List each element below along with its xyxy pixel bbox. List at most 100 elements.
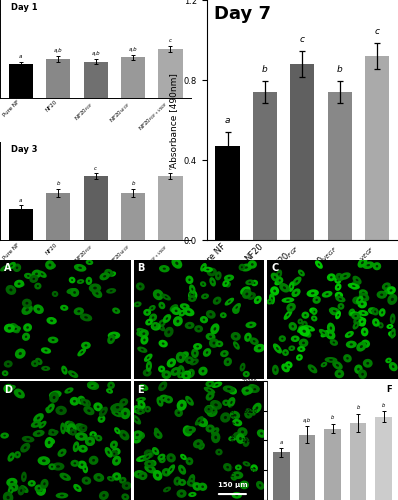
Ellipse shape bbox=[246, 390, 249, 392]
Ellipse shape bbox=[237, 434, 240, 436]
Ellipse shape bbox=[209, 277, 216, 286]
Ellipse shape bbox=[14, 451, 21, 458]
Ellipse shape bbox=[52, 462, 64, 470]
Ellipse shape bbox=[190, 372, 192, 374]
Ellipse shape bbox=[355, 324, 357, 326]
Ellipse shape bbox=[6, 385, 16, 390]
Ellipse shape bbox=[88, 436, 95, 442]
Ellipse shape bbox=[87, 410, 91, 412]
Ellipse shape bbox=[15, 388, 25, 398]
Ellipse shape bbox=[185, 396, 194, 406]
Ellipse shape bbox=[197, 417, 208, 427]
Ellipse shape bbox=[206, 268, 209, 270]
Ellipse shape bbox=[136, 408, 145, 414]
Ellipse shape bbox=[351, 281, 360, 290]
Ellipse shape bbox=[23, 488, 25, 490]
Ellipse shape bbox=[107, 272, 110, 274]
Ellipse shape bbox=[295, 280, 298, 282]
Ellipse shape bbox=[174, 476, 181, 486]
Ellipse shape bbox=[90, 431, 97, 438]
Ellipse shape bbox=[146, 408, 149, 410]
Ellipse shape bbox=[311, 308, 318, 315]
Ellipse shape bbox=[208, 408, 211, 411]
Ellipse shape bbox=[245, 440, 247, 444]
Ellipse shape bbox=[156, 396, 164, 406]
Text: a,b: a,b bbox=[54, 48, 62, 53]
Ellipse shape bbox=[115, 450, 118, 452]
Ellipse shape bbox=[188, 492, 197, 497]
Ellipse shape bbox=[147, 452, 150, 455]
Ellipse shape bbox=[180, 454, 187, 460]
Ellipse shape bbox=[209, 428, 211, 430]
Ellipse shape bbox=[356, 279, 359, 281]
Ellipse shape bbox=[366, 362, 369, 364]
Ellipse shape bbox=[33, 278, 35, 280]
Ellipse shape bbox=[98, 415, 105, 423]
Ellipse shape bbox=[47, 438, 55, 444]
Ellipse shape bbox=[392, 332, 394, 335]
Ellipse shape bbox=[279, 283, 290, 292]
Ellipse shape bbox=[107, 476, 115, 482]
Ellipse shape bbox=[338, 294, 340, 296]
Ellipse shape bbox=[224, 298, 234, 306]
Ellipse shape bbox=[107, 450, 110, 454]
Ellipse shape bbox=[386, 286, 396, 294]
Ellipse shape bbox=[228, 397, 235, 407]
Ellipse shape bbox=[330, 308, 337, 316]
Ellipse shape bbox=[248, 260, 257, 268]
Ellipse shape bbox=[356, 342, 367, 351]
Ellipse shape bbox=[72, 373, 75, 376]
Ellipse shape bbox=[226, 360, 229, 363]
Ellipse shape bbox=[385, 358, 392, 364]
Ellipse shape bbox=[392, 317, 394, 320]
Ellipse shape bbox=[335, 292, 343, 299]
Ellipse shape bbox=[291, 348, 293, 349]
Ellipse shape bbox=[86, 260, 93, 265]
Ellipse shape bbox=[108, 332, 120, 340]
Ellipse shape bbox=[158, 320, 166, 327]
Ellipse shape bbox=[387, 294, 398, 305]
Ellipse shape bbox=[287, 314, 289, 316]
Ellipse shape bbox=[15, 348, 25, 359]
Ellipse shape bbox=[242, 388, 249, 396]
Ellipse shape bbox=[160, 368, 163, 370]
Ellipse shape bbox=[294, 338, 297, 340]
Ellipse shape bbox=[218, 343, 220, 345]
Ellipse shape bbox=[141, 349, 144, 350]
Ellipse shape bbox=[45, 437, 54, 448]
Ellipse shape bbox=[151, 322, 161, 330]
Ellipse shape bbox=[48, 336, 59, 344]
Ellipse shape bbox=[162, 342, 164, 345]
Ellipse shape bbox=[95, 473, 103, 481]
Ellipse shape bbox=[112, 472, 121, 480]
Ellipse shape bbox=[88, 383, 97, 388]
Ellipse shape bbox=[76, 486, 79, 489]
Ellipse shape bbox=[68, 421, 76, 432]
Ellipse shape bbox=[372, 308, 379, 316]
Ellipse shape bbox=[40, 479, 49, 489]
Ellipse shape bbox=[253, 340, 256, 342]
Ellipse shape bbox=[142, 332, 145, 335]
Ellipse shape bbox=[281, 364, 290, 372]
Ellipse shape bbox=[230, 411, 240, 420]
Ellipse shape bbox=[250, 388, 254, 390]
Ellipse shape bbox=[139, 410, 142, 412]
Ellipse shape bbox=[0, 264, 11, 272]
Text: b: b bbox=[331, 416, 334, 420]
Ellipse shape bbox=[172, 258, 182, 268]
Ellipse shape bbox=[220, 312, 227, 318]
Ellipse shape bbox=[166, 453, 176, 462]
Ellipse shape bbox=[215, 340, 223, 347]
Ellipse shape bbox=[183, 370, 191, 376]
Text: b: b bbox=[57, 181, 60, 186]
Ellipse shape bbox=[170, 468, 172, 471]
Ellipse shape bbox=[13, 264, 21, 272]
Ellipse shape bbox=[113, 407, 116, 410]
Ellipse shape bbox=[249, 385, 256, 391]
Ellipse shape bbox=[165, 471, 168, 474]
Ellipse shape bbox=[106, 388, 113, 394]
Ellipse shape bbox=[97, 476, 100, 479]
Ellipse shape bbox=[54, 293, 56, 295]
Ellipse shape bbox=[209, 338, 219, 348]
Ellipse shape bbox=[37, 285, 39, 287]
